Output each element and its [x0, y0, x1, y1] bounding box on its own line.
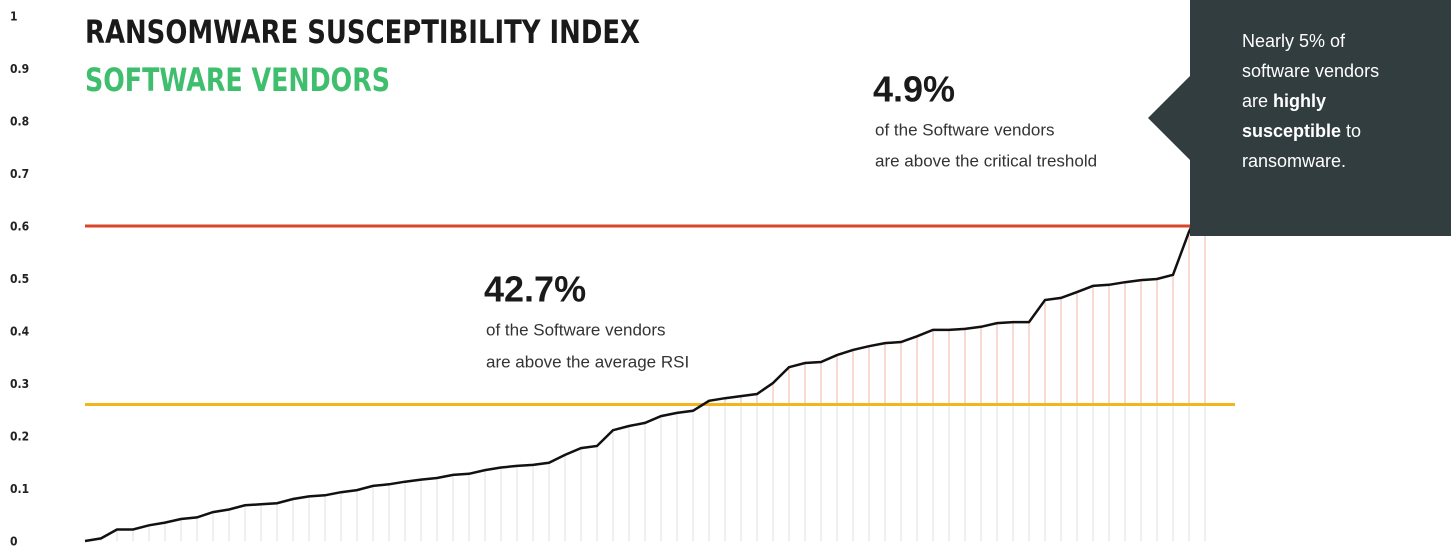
annotation-text: of the Software vendors: [486, 320, 666, 339]
y-tick-label: 0.4: [10, 325, 30, 339]
callout-text: are highly: [1242, 91, 1326, 111]
y-tick-label: 0.9: [10, 62, 29, 76]
annotation-text: are above the average RSI: [486, 352, 689, 371]
callout-text: Nearly 5% of: [1242, 31, 1346, 51]
annotation-text: of the Software vendors: [875, 120, 1055, 139]
callout-text: susceptible to: [1242, 121, 1361, 141]
annotation-value: 42.7%: [484, 269, 586, 310]
data-line: [84, 199, 1207, 543]
annotation-text: are above the critical treshold: [875, 151, 1097, 170]
y-tick-label: 0.3: [10, 377, 29, 391]
chart-subtitle: SOFTWARE VENDORS: [85, 61, 390, 99]
y-tick-label: 1: [10, 10, 18, 24]
chart-title: RANSOMWARE SUSCEPTIBILITY INDEX: [85, 13, 640, 51]
y-tick-label: 0.5: [10, 272, 29, 286]
y-tick-label: 0.1: [10, 482, 29, 496]
y-tick-label: 0.7: [10, 167, 29, 181]
callout-text: ransomware.: [1242, 151, 1346, 171]
y-tick-label: 0.2: [10, 430, 29, 444]
y-tick-label: 0.8: [10, 115, 29, 129]
callout-text: software vendors: [1242, 61, 1379, 81]
plot: 0 0.1 0.2 0.3 0.4 0.5 0.6 0.7 0.8 0.9 1: [10, 10, 1235, 548]
y-tick-label: 0.6: [10, 220, 29, 234]
callout-box: [1148, 0, 1451, 236]
annotation-value: 4.9%: [873, 69, 955, 110]
y-tick-label: 0: [10, 535, 18, 548]
